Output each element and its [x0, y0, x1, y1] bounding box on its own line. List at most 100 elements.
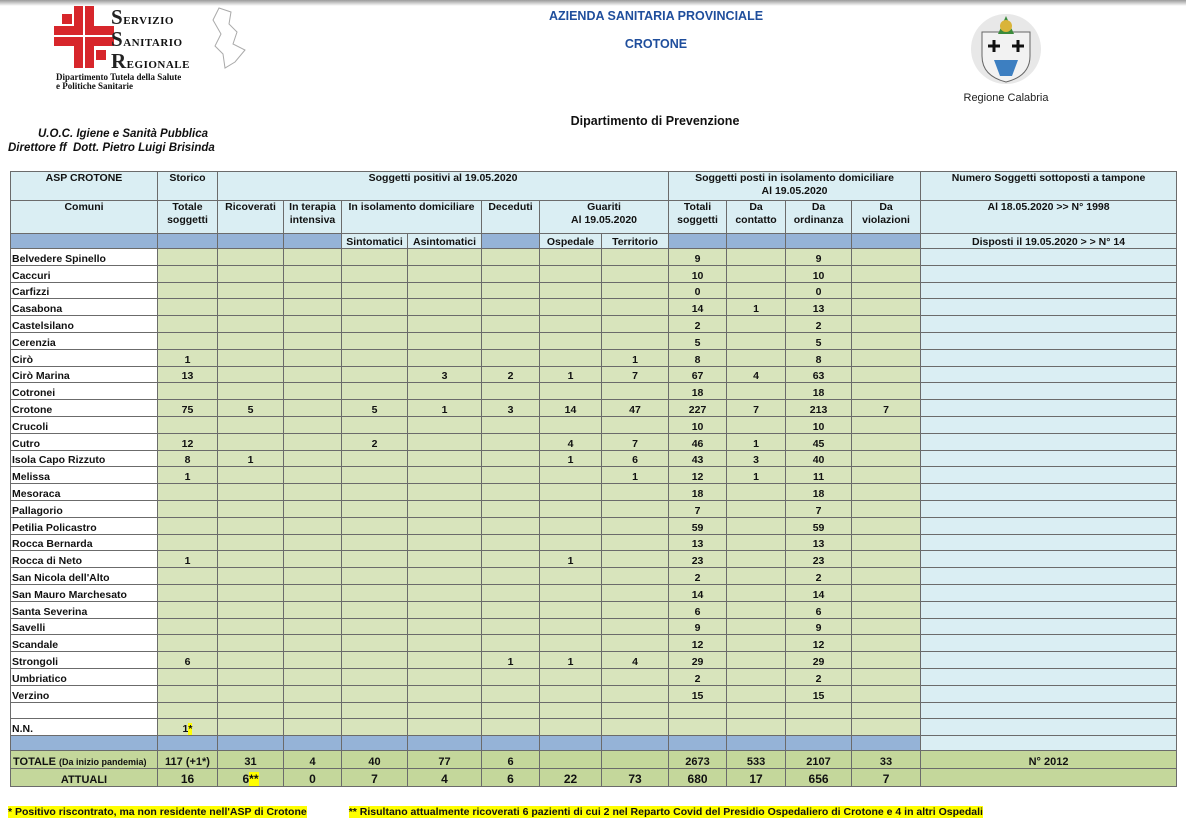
value-cell	[851, 634, 922, 653]
value-cell: 10	[668, 264, 728, 283]
comune-name: Scandale	[10, 634, 158, 653]
comune-name: Verzino	[10, 684, 158, 703]
value-cell	[481, 449, 540, 468]
tampone-cell	[920, 718, 1178, 737]
value-cell	[341, 248, 408, 266]
spacer-cell	[600, 735, 670, 752]
total-value: 33	[851, 750, 922, 770]
value-cell: 12	[157, 432, 218, 451]
table-row: Verzino 15 15	[10, 684, 1178, 703]
value-cell	[539, 499, 602, 518]
value-cell: 12	[668, 634, 728, 653]
spacer-cell	[726, 735, 787, 752]
value-cell	[407, 331, 482, 350]
value-cell	[726, 516, 787, 535]
value-cell: 0	[668, 281, 728, 300]
value-cell	[217, 617, 284, 636]
value-cell	[600, 617, 670, 636]
header-cell: Guariti Al 19.05.2020	[538, 200, 670, 234]
value-cell	[481, 499, 540, 518]
value-cell	[217, 600, 284, 619]
table-row: Cotronei 18 18	[10, 382, 1178, 401]
table-row: Pallagorio 7 7	[10, 499, 1178, 518]
table-row	[10, 701, 1178, 720]
value-cell	[726, 701, 787, 720]
total-value: 4	[283, 750, 342, 770]
header-cell: Da contatto	[726, 200, 787, 234]
value-cell	[600, 550, 670, 569]
value-cell	[341, 348, 408, 367]
total-tamponi: N° 2012	[920, 750, 1178, 770]
value-cell	[407, 667, 482, 686]
value-cell	[851, 365, 922, 384]
value-cell: 15	[668, 684, 728, 703]
spacer-cell	[407, 735, 482, 752]
table-row: Cerenzia 5 5	[10, 331, 1178, 350]
table-row: Savelli 9 9	[10, 617, 1178, 636]
value-cell: 5	[217, 399, 284, 417]
current-value: 22	[539, 768, 602, 788]
value-cell	[341, 651, 408, 669]
comune-name: Cirò Marina	[10, 365, 158, 384]
value-cell	[726, 248, 787, 266]
value-cell	[726, 617, 787, 636]
value-cell: 2	[785, 667, 853, 686]
value-cell	[341, 684, 408, 703]
value-cell	[407, 600, 482, 619]
value-cell	[481, 634, 540, 653]
value-cell	[157, 667, 218, 686]
value-cell: 7	[726, 399, 787, 417]
header-cell	[10, 233, 158, 249]
value-cell	[283, 600, 342, 619]
value-cell	[481, 701, 540, 720]
value: 0	[309, 772, 316, 787]
value-cell: 59	[785, 516, 853, 535]
table-row: Caccuri 10 10	[10, 264, 1178, 283]
comune-name: Casabona	[10, 298, 158, 317]
spacer-cell	[217, 735, 284, 752]
value-cell: 46	[668, 432, 728, 451]
value-cell	[851, 516, 922, 535]
value-cell	[341, 583, 408, 602]
value-cell: 15	[785, 684, 853, 703]
value-cell	[157, 617, 218, 636]
header-cell: Soggetti positivi al 19.05.2020	[216, 171, 670, 201]
current-value: 6**	[217, 768, 284, 788]
header-cell: Ospedale	[539, 233, 602, 249]
value-cell	[217, 533, 284, 552]
current-value: 656	[785, 768, 853, 788]
value-cell	[600, 567, 670, 585]
total-value: 31	[217, 750, 284, 770]
header-cell: Ricoverati	[217, 200, 284, 234]
value-cell	[407, 550, 482, 569]
value-cell	[600, 315, 670, 333]
value-cell	[851, 331, 922, 350]
value-cell	[217, 281, 284, 300]
value-cell	[283, 516, 342, 535]
value-cell	[217, 634, 284, 653]
data-table: ASP CROTONE Storico Soggetti positivi al…	[10, 171, 1178, 788]
value-cell	[341, 331, 408, 350]
header-cell: ASP CROTONE	[10, 171, 158, 201]
value-cell	[539, 281, 602, 300]
value-cell	[283, 466, 342, 485]
comune-name: Cerenzia	[10, 331, 158, 350]
value-cell: 18	[668, 382, 728, 401]
value-cell	[481, 281, 540, 300]
value-cell	[539, 415, 602, 434]
value-cell: 12	[785, 634, 853, 653]
total-value	[539, 750, 602, 770]
value-cell	[481, 331, 540, 350]
value-cell: 2	[785, 567, 853, 585]
value-cell	[217, 248, 284, 266]
value-cell	[341, 466, 408, 485]
table-row: Mesoraca 18 18	[10, 483, 1178, 501]
value-cell	[407, 264, 482, 283]
value-cell: 6	[668, 600, 728, 619]
value-cell	[217, 701, 284, 720]
value-cell	[283, 583, 342, 602]
value-cell	[481, 415, 540, 434]
value-cell: 63	[785, 365, 853, 384]
value-cell	[407, 651, 482, 669]
